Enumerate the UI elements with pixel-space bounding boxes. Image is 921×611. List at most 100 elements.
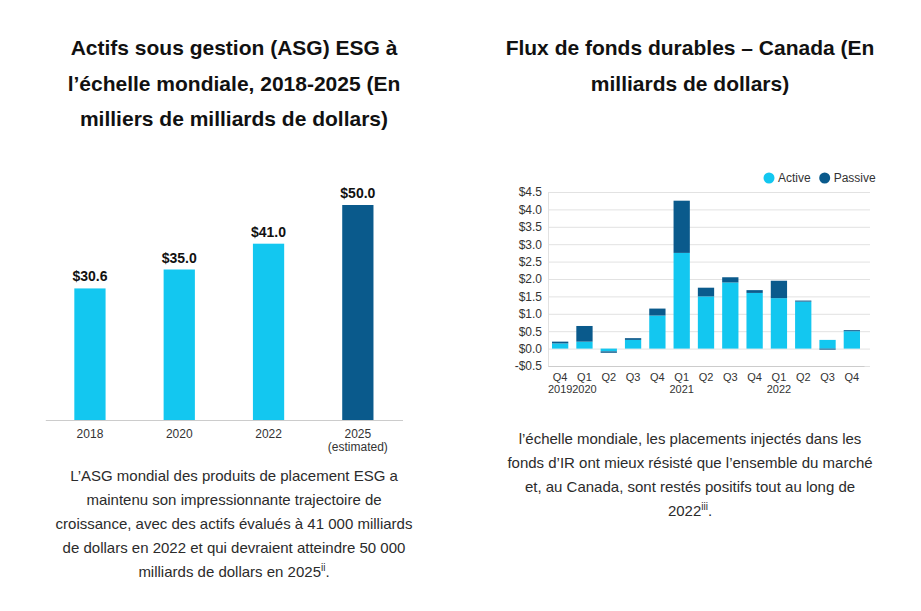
tick-label-line: 2025 [344, 427, 371, 441]
x-tick: Q2 [699, 371, 714, 383]
x-tick-label: Q2 [601, 371, 616, 383]
caption-text: croissance, avec des actifs évalués à 41… [56, 515, 413, 532]
legend: ActivePassive [764, 171, 877, 185]
x-tick-label: 2020 [166, 427, 193, 441]
x-tick-label: Q2 [699, 371, 714, 383]
x-tick: 2025(estimated) [328, 427, 388, 455]
tick-label-line: Q3 [626, 371, 641, 383]
y-tick-label: -$0.5 [515, 359, 543, 373]
x-tick: Q42019 [548, 371, 572, 396]
x-axis: Q42019Q12020Q2Q3Q4Q12021Q2Q3Q4Q12022Q2Q3… [548, 367, 865, 396]
bars [552, 201, 860, 353]
tick-label-line: 2020 [166, 427, 193, 441]
x-tick: Q3 [626, 371, 641, 383]
x-tick-label: 2025(estimated) [328, 427, 388, 455]
y-tick: -$0.5 [515, 359, 870, 373]
bars [74, 205, 373, 420]
caption: et, au Canada, sont restés positifs tout… [525, 478, 855, 495]
bar [164, 270, 195, 421]
bar-segment [552, 342, 568, 344]
x-tick: 2020 [166, 427, 193, 441]
legend-swatch [819, 173, 830, 184]
y-tick: $1.0 [519, 307, 870, 321]
bar-segment [722, 282, 738, 348]
y-tick: $4.0 [519, 203, 870, 217]
bar-segment [601, 349, 617, 352]
x-tick: 2018 [77, 427, 104, 441]
x-tick-label: Q42019 [548, 371, 572, 396]
caption: l’échelle mondiale, les placements injec… [519, 430, 862, 447]
caption-text: L’ASG mondial des produits de placement … [70, 467, 398, 484]
bar-segment [674, 253, 690, 349]
x-tick: Q12021 [669, 371, 693, 396]
y-tick-label: $3.0 [519, 238, 543, 252]
bar-segment [649, 316, 665, 349]
bar-segment [819, 349, 835, 350]
chart-title: Flux de fonds durables – Canada (En [506, 36, 875, 59]
tick-label-line: Q2 [601, 371, 616, 383]
data-label: $41.0 [251, 224, 286, 240]
x-tick-label: Q3 [626, 371, 641, 383]
x-axis-line [549, 366, 865, 367]
tick-label-line: 2022 [255, 427, 282, 441]
data-label: $30.6 [72, 268, 107, 284]
legend-label: Passive [834, 171, 876, 185]
x-tick-label: Q12022 [767, 371, 791, 396]
caption-text: 2022 [668, 502, 701, 519]
x-tick: Q2 [796, 371, 811, 383]
caption-text: de dollars en 2022 et qui devraient atte… [63, 539, 406, 556]
bar [342, 205, 373, 420]
caption-end: . [708, 502, 712, 519]
y-tick-label: $2.0 [519, 272, 543, 286]
legend-swatch [764, 173, 775, 184]
y-tick: $2.5 [519, 255, 870, 269]
bar-segment [552, 343, 568, 348]
tick-label-line: 2020 [572, 383, 596, 395]
x-tick-label: 2018 [77, 427, 104, 441]
tick-label-line: Q4 [553, 371, 568, 383]
bar-segment [746, 293, 762, 349]
grid-line [548, 192, 870, 193]
bar-segment [601, 351, 617, 352]
y-tick: $1.5 [519, 290, 870, 304]
y-tick: $4.5 [519, 185, 870, 199]
tick-label-line: 2019 [548, 383, 572, 395]
grid-line [548, 349, 870, 350]
bar-segment [625, 338, 641, 340]
y-tick: $2.0 [519, 272, 870, 286]
grid-line [548, 244, 870, 245]
y-tick-label: $3.5 [519, 220, 543, 234]
tick-label-line: (estimated) [328, 440, 388, 454]
tick-label-line: Q1 [577, 371, 592, 383]
y-tick: $3.0 [519, 238, 870, 252]
chart: Actifs sous gestion (ASG) ESG àl’échelle… [46, 36, 413, 580]
bar-segment [625, 340, 641, 349]
x-tick: Q4 [650, 371, 665, 383]
bar-segment [795, 301, 811, 302]
tick-label-line: Q1 [772, 371, 787, 383]
bar-segment [795, 302, 811, 349]
tick-label-line: 2018 [77, 427, 104, 441]
tick-label-line: Q3 [723, 371, 738, 383]
x-tick-label: Q3 [723, 371, 738, 383]
bar-segment [698, 296, 714, 348]
bar-segment [771, 281, 787, 298]
bar-segment [722, 277, 738, 282]
caption: croissance, avec des actifs évalués à 41… [56, 515, 413, 532]
x-tick-label: Q3 [820, 371, 835, 383]
tick-label-line: Q4 [650, 371, 665, 383]
grid-line [548, 279, 870, 280]
caption: de dollars en 2022 et qui devraient atte… [63, 539, 406, 556]
chart: Flux de fonds durables – Canada (Enmilli… [506, 36, 876, 519]
chart-title: l’échelle mondiale, 2018-2025 (En [68, 72, 401, 95]
data-label: $50.0 [340, 185, 375, 201]
y-tick-label: $0.5 [519, 325, 543, 339]
caption-text: l’échelle mondiale, les placements injec… [519, 430, 862, 447]
bar-segment [674, 201, 690, 253]
bar-segment [746, 290, 762, 293]
bar [74, 288, 105, 420]
y-tick: $3.5 [519, 220, 870, 234]
caption: L’ASG mondial des produits de placement … [70, 467, 398, 484]
bar-segment [819, 340, 835, 349]
tick-label-line: Q2 [796, 371, 811, 383]
